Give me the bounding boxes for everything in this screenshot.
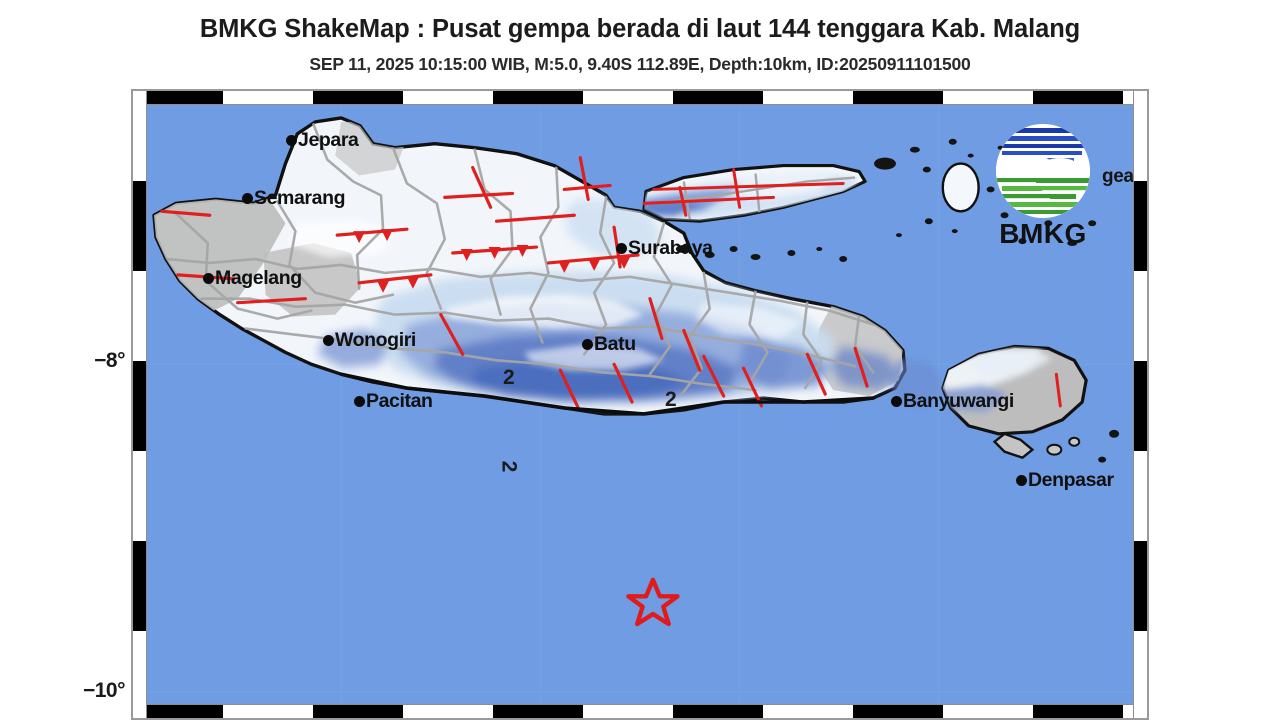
- header: BMKG ShakeMap : Pusat gempa berada di la…: [0, 0, 1280, 73]
- small-islands-strait: [675, 245, 848, 262]
- south-coast-line: [339, 372, 875, 416]
- bali-faults: [1054, 372, 1062, 408]
- axis-label-lat-10: −10°: [82, 679, 126, 702]
- thrust-markers: [353, 229, 631, 293]
- axis-label-lat-8: −8°: [94, 349, 125, 372]
- map-frame-left: [133, 91, 147, 718]
- madura-faults: [642, 168, 845, 217]
- page-title: BMKG ShakeMap : Pusat gempa berada di la…: [199, 15, 1081, 43]
- epicenter-marker: [626, 577, 680, 627]
- event-subtitle: SEP 11, 2025 10:15:00 WIB, M:5.0, 9.40S …: [309, 53, 971, 74]
- strait-intensity: [887, 358, 943, 408]
- shakemap-map[interactable]: Jepara Semarang Magelang Wonogiri Pacita…: [131, 89, 1149, 720]
- island-kangean: [941, 162, 980, 213]
- bali-island: [941, 344, 1120, 463]
- map-graphics: [146, 104, 1134, 705]
- map-canvas[interactable]: Jepara Semarang Magelang Wonogiri Pacita…: [146, 104, 1134, 705]
- bali-peninsula: [992, 432, 1035, 459]
- map-frame-bottom: [133, 704, 1147, 718]
- map-frame-right: [1133, 91, 1147, 718]
- map-frame-top: [133, 91, 1147, 105]
- fault-lines-java: [160, 156, 869, 410]
- island-label-partial: gean: [1102, 166, 1134, 187]
- admin-boundaries-java: [164, 122, 875, 396]
- madura-island: [642, 164, 867, 223]
